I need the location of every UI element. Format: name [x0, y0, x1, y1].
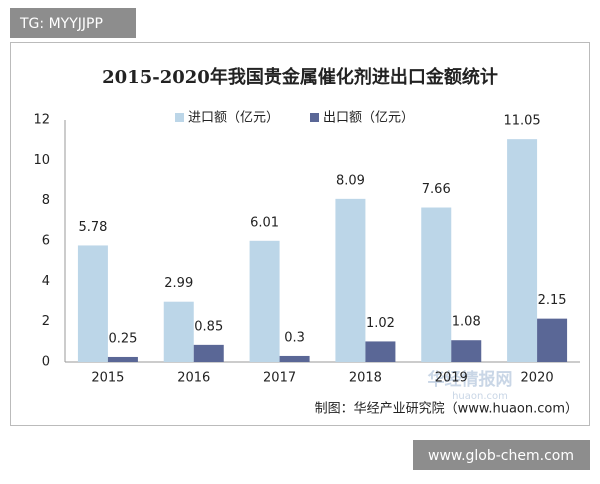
legend-label: 进口额（亿元） — [188, 111, 279, 126]
bar — [249, 240, 280, 362]
badge-bg — [10, 8, 136, 38]
bar — [193, 344, 224, 362]
x-tick-label: 2019 — [435, 371, 468, 386]
data-label: 0.85 — [194, 319, 223, 334]
footer-badge: www.glob-chem.com — [428, 448, 574, 464]
badge: TG: MYYJJPP — [19, 16, 103, 32]
data-label: 7.66 — [422, 182, 451, 197]
data-label: 5.78 — [78, 220, 107, 235]
legend-swatch — [175, 113, 184, 122]
data-label: 2.15 — [538, 293, 567, 308]
y-tick-label: 8 — [42, 193, 50, 208]
bar — [507, 139, 538, 362]
chart-title: 2015-2020年我国贵金属催化剂进出口金额统计 — [102, 66, 498, 88]
legend-swatch — [310, 113, 319, 122]
data-label: 2.99 — [164, 276, 193, 291]
bar — [451, 340, 482, 362]
x-tick-label: 2018 — [349, 371, 382, 386]
data-label: 0.3 — [284, 330, 305, 345]
y-tick-label: 10 — [33, 153, 50, 168]
footer-badge-bg — [413, 440, 590, 470]
watermark-title: 华经情报网 — [428, 369, 513, 390]
data-label: 0.25 — [108, 331, 137, 346]
data-label: 6.01 — [250, 215, 279, 230]
y-tick-label: 12 — [33, 113, 50, 128]
data-label: 11.05 — [503, 114, 540, 129]
y-tick-label: 4 — [42, 274, 50, 289]
x-tick-label: 2017 — [263, 371, 296, 386]
source: 制图：华经产业研究院（www.huaon.com） — [315, 402, 578, 417]
legend-label: 出口额（亿元） — [323, 111, 414, 126]
y-tick-label: 2 — [42, 314, 50, 329]
bar — [335, 198, 366, 362]
x-tick-label: 2016 — [177, 371, 210, 386]
y-tick-label: 0 — [42, 355, 50, 370]
bar — [421, 207, 452, 362]
y-tick-label: 6 — [42, 234, 50, 249]
bar — [537, 318, 568, 362]
bar — [77, 245, 108, 362]
bar — [163, 301, 194, 362]
x-tick-label: 2015 — [91, 371, 124, 386]
data-label: 1.08 — [452, 315, 481, 330]
x-tick-label: 2020 — [521, 371, 554, 386]
data-label: 8.09 — [336, 173, 365, 188]
bar — [279, 355, 310, 362]
bar — [107, 356, 138, 362]
data-label: 1.02 — [366, 316, 395, 331]
watermark-url: huaon.com — [452, 391, 508, 402]
bar — [365, 341, 396, 362]
